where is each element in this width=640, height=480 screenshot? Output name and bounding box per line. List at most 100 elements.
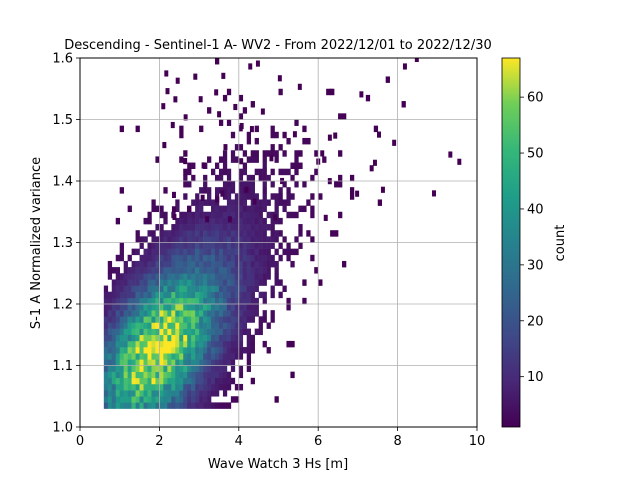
- heatmap-cell: [151, 316, 156, 323]
- heatmap-cell: [139, 316, 144, 323]
- heatmap-cell: [254, 137, 259, 145]
- heatmap-cell: [191, 267, 196, 274]
- heatmap-cell: [191, 390, 196, 397]
- heatmap-cell: [111, 402, 117, 409]
- heatmap-cell: [159, 304, 164, 311]
- heatmap-cell: [258, 279, 263, 286]
- heatmap-cell: [286, 304, 291, 311]
- heatmap-cell: [238, 260, 244, 268]
- heatmap-cell: [163, 402, 168, 409]
- heatmap-cell: [175, 304, 180, 311]
- heatmap-cell: [215, 196, 220, 203]
- heatmap-cell: [255, 60, 260, 67]
- heatmap-cell: [103, 297, 109, 305]
- heatmap-cell: [187, 162, 192, 169]
- heatmap-cell: [214, 89, 219, 96]
- heatmap-cell: [226, 267, 232, 274]
- heatmap-cell: [242, 205, 248, 213]
- heatmap-cell: [175, 242, 180, 249]
- heatmap-cell: [123, 347, 128, 354]
- heatmap-cell: [135, 310, 140, 317]
- heatmap-cell: [286, 340, 291, 348]
- heatmap-cell: [199, 328, 204, 336]
- heatmap-cell: [238, 285, 244, 292]
- heatmap-cell: [207, 248, 212, 256]
- heatmap-cell: [230, 359, 236, 366]
- heatmap-cell: [246, 211, 252, 219]
- heatmap-cell: [250, 260, 255, 268]
- heatmap-cell: [183, 211, 188, 219]
- heatmap-cell: [203, 316, 208, 323]
- heatmap-cell: [183, 383, 188, 391]
- heatmap-cell: [222, 340, 228, 348]
- heatmap-cell: [151, 248, 156, 256]
- heatmap-cell: [211, 285, 216, 292]
- heatmap-cell: [191, 248, 196, 256]
- heatmap-cell: [143, 347, 148, 354]
- heatmap-cell: [270, 285, 275, 292]
- heatmap-cell: [230, 291, 236, 299]
- heatmap-cell: [203, 390, 208, 397]
- heatmap-cell: [258, 230, 263, 237]
- heatmap-cell: [214, 187, 220, 194]
- heatmap-cell: [234, 328, 240, 336]
- heatmap-cell: [234, 248, 240, 256]
- heatmap-cell: [246, 297, 252, 305]
- heatmap-cell: [175, 377, 180, 385]
- heatmap-cell: [214, 347, 220, 354]
- heatmap-cell: [203, 236, 208, 243]
- heatmap-cell: [167, 254, 172, 262]
- heatmap-cell: [179, 310, 184, 317]
- heatmap-cell: [183, 224, 188, 231]
- heatmap-cell: [218, 328, 224, 336]
- heatmap-cell: [342, 113, 347, 120]
- heatmap-cell: [199, 242, 204, 249]
- heatmap-cell: [151, 334, 156, 342]
- heatmap-cell: [203, 187, 208, 194]
- heatmap-cell: [199, 297, 204, 305]
- heatmap-cell: [266, 254, 271, 262]
- heatmap-cell: [195, 359, 200, 366]
- heatmap-cell: [246, 267, 252, 274]
- heatmap-cell: [262, 168, 267, 176]
- heatmap-cell: [199, 260, 204, 268]
- heatmap-cell: [230, 304, 236, 311]
- heatmap-cell: [250, 267, 255, 274]
- heatmap-cell: [183, 181, 188, 188]
- heatmap-cell: [191, 383, 196, 391]
- x-axis-label: Wave Watch 3 Hs [m]: [208, 457, 348, 472]
- heatmap-cell: [195, 248, 200, 256]
- heatmap-cell: [199, 347, 204, 354]
- heatmap-cell: [107, 347, 113, 354]
- heatmap-cell: [147, 396, 152, 403]
- heatmap-cell: [195, 205, 200, 213]
- heatmap-cell: [159, 279, 164, 286]
- heatmap-cell: [183, 316, 188, 323]
- heatmap-cell: [179, 279, 184, 286]
- heatmap-cell: [242, 322, 248, 329]
- heatmap-cell: [238, 181, 244, 188]
- heatmap-cell: [270, 150, 275, 157]
- heatmap-cell: [183, 236, 188, 243]
- heatmap-cell: [207, 371, 212, 379]
- heatmap-cell: [270, 260, 275, 268]
- heatmap-cell: [246, 347, 252, 354]
- heatmap-cell: [163, 273, 168, 280]
- heatmap-cell: [119, 365, 124, 372]
- heatmap-cell: [242, 168, 248, 176]
- heatmap-cell: [175, 267, 180, 274]
- heatmap-cell: [274, 279, 279, 286]
- heatmap-cell: [302, 279, 307, 286]
- heatmap-cell: [163, 242, 168, 249]
- heatmap-cell: [230, 205, 236, 213]
- heatmap-cell: [266, 260, 271, 268]
- heatmap-cell: [274, 156, 279, 163]
- heatmap-cell: [131, 316, 136, 323]
- heatmap-cell: [159, 347, 164, 354]
- heatmap-cell: [238, 174, 244, 182]
- heatmap-cell: [135, 322, 140, 329]
- heatmap-cell: [123, 297, 128, 305]
- heatmap-cell: [143, 322, 148, 329]
- heatmap-cell: [195, 242, 200, 249]
- heatmap-cell: [163, 248, 168, 256]
